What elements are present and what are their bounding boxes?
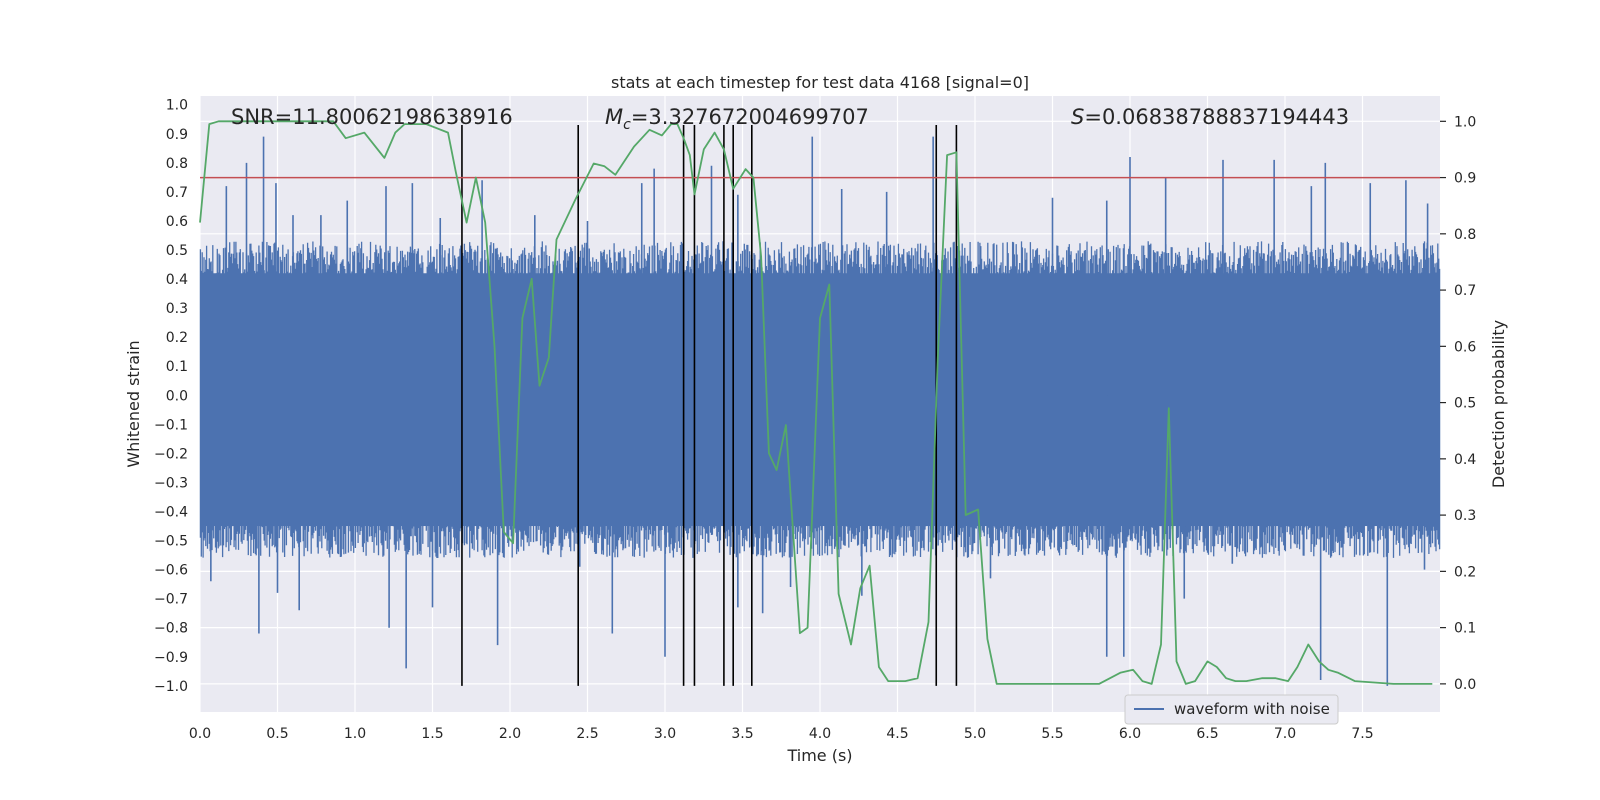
y-left-tick-label: 0.0 — [166, 388, 188, 404]
x-tick-label: 5.5 — [1041, 726, 1063, 742]
y-left-tick-label: 0.3 — [166, 301, 188, 317]
x-tick-label: 1.5 — [421, 726, 443, 742]
y-right-tick-label: 0.6 — [1454, 339, 1476, 355]
y-left-tick-label: −0.6 — [154, 563, 188, 579]
s-symbol: S — [1071, 105, 1084, 129]
chirp-mass-symbol: M — [605, 105, 623, 129]
legend: waveform with noise — [1124, 694, 1339, 725]
y-left-tick-label: 0.6 — [166, 214, 188, 230]
y-right-tick-label: 0.2 — [1454, 564, 1476, 580]
y-left-tick-label: 0.7 — [166, 185, 188, 201]
x-tick-label: 3.0 — [654, 726, 676, 742]
chirp-mass-annotation: Mc=3.327672004699707 — [605, 105, 869, 133]
y-right-tick-label: 1.0 — [1454, 114, 1476, 130]
legend-label: waveform with noise — [1174, 700, 1330, 718]
x-tick-label: 3.5 — [731, 726, 753, 742]
y-right-tick-label: 0.5 — [1454, 396, 1476, 412]
y-left-tick-label: −0.2 — [154, 446, 188, 462]
x-axis-label: Time (s) — [786, 746, 852, 765]
y-left-tick-label: 0.1 — [166, 359, 188, 375]
x-axis-ticks: 0.0 0.5 1.0 1.5 2.0 2.5 3.0 3.5 4.0 4.5 5.0 5.5 6.0 6… — [189, 726, 1374, 742]
y-right-axis-ticks: 1.0 0.9 0.8 0.7 0.6 0.5 0.4 0.3 0.2 0.1 0.0 — [1440, 114, 1476, 693]
x-tick-label: 0.5 — [266, 726, 288, 742]
x-tick-label: 6.0 — [1119, 726, 1141, 742]
chirp-mass-value: =3.327672004699707 — [631, 105, 869, 129]
y-right-tick-label: 0.1 — [1454, 621, 1476, 637]
y-left-tick-label: 0.5 — [166, 243, 188, 259]
x-tick-label: 2.5 — [576, 726, 598, 742]
y-left-tick-label: −0.3 — [154, 475, 188, 491]
y-right-tick-label: 0.3 — [1454, 508, 1476, 524]
legend-box — [1124, 694, 1339, 725]
y-right-tick-label: 0.7 — [1454, 283, 1476, 299]
chart-title: stats at each timestep for test data 416… — [611, 73, 1029, 92]
y-left-tick-label: −0.1 — [154, 417, 188, 433]
chirp-mass-subscript: c — [623, 117, 631, 133]
s-annotation: S=0.06838788837194443 — [1071, 105, 1349, 129]
y-left-tick-label: −0.9 — [154, 650, 188, 666]
y-left-axis-label: Whitened strain — [124, 340, 143, 467]
x-tick-label: 1.0 — [344, 726, 366, 742]
snr-annotation: SNR=11.80062198638916 — [231, 105, 513, 129]
x-tick-label: 7.5 — [1351, 726, 1373, 742]
y-right-tick-label: 0.9 — [1454, 171, 1476, 187]
y-left-axis-ticks: 1.0 0.9 0.8 0.7 0.6 0.5 0.4 0.3 0.2 0.1 0.0 −0.1 −0.… — [154, 98, 188, 695]
x-tick-label: 4.5 — [886, 726, 908, 742]
y-right-tick-label: 0.8 — [1454, 227, 1476, 243]
x-tick-label: 4.0 — [809, 726, 831, 742]
y-right-tick-label: 0.0 — [1454, 677, 1476, 693]
y-left-tick-label: −0.7 — [154, 592, 188, 608]
waveform-series — [199, 136, 1441, 686]
detection-probability-line — [199, 120, 1433, 685]
x-tick-label: 2.0 — [499, 726, 521, 742]
y-left-tick-label: 0.4 — [166, 272, 188, 288]
x-tick-label: 0.0 — [189, 726, 211, 742]
y-left-tick-label: 0.8 — [166, 156, 188, 172]
x-tick-label: 7.0 — [1274, 726, 1296, 742]
y-left-tick-label: 1.0 — [166, 98, 188, 114]
y-right-tick-label: 0.4 — [1454, 452, 1476, 468]
y-right-axis-label: Detection probability — [1489, 320, 1508, 488]
y-left-tick-label: −0.5 — [154, 534, 188, 550]
y-left-tick-label: −1.0 — [154, 679, 188, 695]
s-value: =0.06838788837194443 — [1084, 105, 1349, 129]
y-left-tick-label: −0.4 — [154, 505, 188, 521]
y-left-tick-label: 0.2 — [166, 330, 188, 346]
y-left-tick-label: 0.9 — [166, 127, 188, 143]
y-left-tick-label: −0.8 — [154, 621, 188, 637]
x-tick-label: 6.5 — [1196, 726, 1218, 742]
event-lines — [461, 125, 958, 686]
x-tick-label: 5.0 — [964, 726, 986, 742]
